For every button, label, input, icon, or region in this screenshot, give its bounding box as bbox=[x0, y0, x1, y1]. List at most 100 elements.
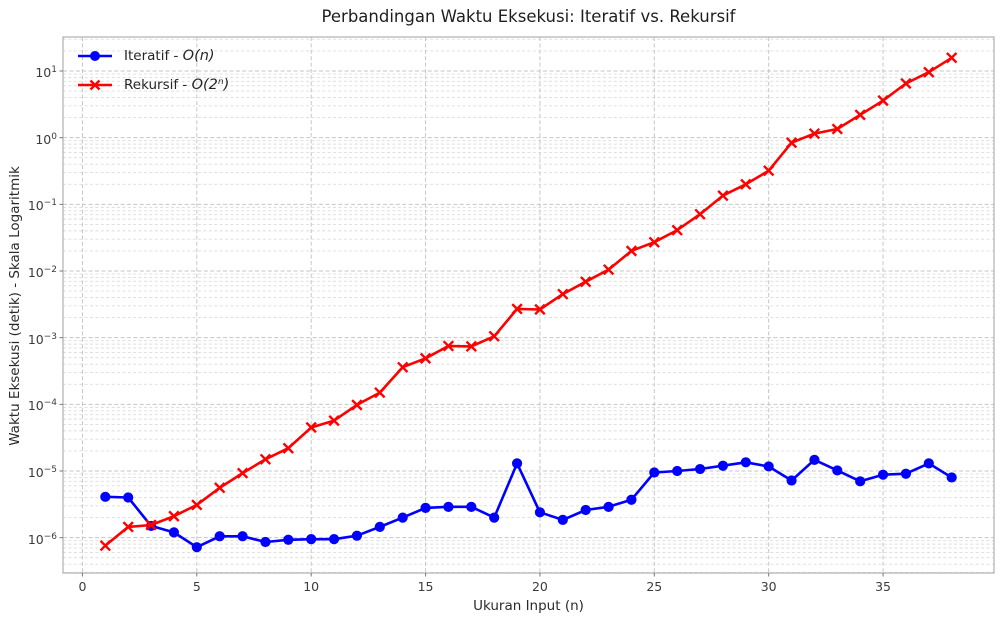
marker-x bbox=[442, 340, 455, 352]
marker-circle bbox=[306, 534, 317, 545]
marker-x bbox=[191, 499, 203, 511]
y-tick-label-4: 10−3 bbox=[27, 331, 57, 347]
marker-circle bbox=[580, 504, 591, 516]
marker-circle bbox=[786, 475, 797, 486]
legend-label-rekursif: Rekursif - O(2ⁿ) bbox=[124, 77, 230, 93]
marker-x bbox=[648, 236, 660, 248]
axes-frame bbox=[62, 36, 995, 574]
marker-x bbox=[717, 189, 729, 202]
y-tick-label-7: 10−6 bbox=[27, 531, 57, 547]
chart-title: Perbandingan Waktu Eksekusi: Iteratif vs… bbox=[321, 7, 736, 26]
marker-circle bbox=[877, 469, 889, 480]
marker-circle bbox=[420, 502, 431, 513]
marker-x bbox=[328, 414, 340, 427]
marker-x bbox=[625, 245, 638, 257]
legend-label-iteratif: Iteratif - O(n) bbox=[124, 48, 215, 64]
legend: Iteratif - O(n) Rekursif - O(2ⁿ) bbox=[77, 45, 229, 96]
marker-x bbox=[214, 482, 226, 494]
marker-x bbox=[763, 165, 775, 177]
marker-circle bbox=[534, 507, 546, 518]
marker-x bbox=[259, 453, 272, 465]
marker-circle bbox=[237, 531, 248, 542]
marker-circle bbox=[123, 492, 134, 503]
marker-x bbox=[580, 276, 592, 288]
marker-circle bbox=[168, 527, 180, 538]
marker-x bbox=[602, 263, 615, 276]
marker-circle bbox=[740, 457, 751, 468]
marker-circle bbox=[694, 463, 706, 475]
x-tick-label-0: 0 bbox=[78, 579, 87, 594]
series-line-rekursif bbox=[104, 56, 953, 547]
x-tick-label-3: 15 bbox=[417, 579, 434, 594]
marker-circle bbox=[855, 476, 866, 487]
marker-x bbox=[465, 340, 477, 353]
y-tick-label-1: 100 bbox=[35, 131, 57, 147]
marker-x bbox=[122, 521, 134, 533]
marker-circle bbox=[946, 472, 957, 483]
marker-circle bbox=[717, 460, 729, 471]
marker-circle bbox=[900, 468, 912, 479]
marker-circle bbox=[603, 501, 614, 512]
marker-circle bbox=[351, 530, 363, 541]
marker-circle bbox=[809, 454, 820, 465]
marker-x bbox=[511, 303, 523, 315]
x-tick-label-7: 35 bbox=[875, 579, 891, 594]
marker-x bbox=[374, 386, 386, 399]
legend-item-rekursif: Rekursif - O(2ⁿ) bbox=[77, 74, 229, 96]
series-line-iteratif bbox=[104, 458, 953, 549]
marker-circle bbox=[672, 465, 683, 477]
marker-x bbox=[694, 208, 706, 220]
marker-circle bbox=[397, 512, 408, 523]
marker-circle bbox=[763, 461, 774, 472]
legend-line-x-icon bbox=[78, 79, 112, 91]
marker-x bbox=[99, 539, 111, 552]
marker-x bbox=[785, 137, 798, 149]
marker-x bbox=[534, 303, 546, 316]
marker-circle bbox=[649, 467, 660, 478]
x-axis-label: Ukuran Input (n) bbox=[473, 598, 584, 614]
marker-x bbox=[419, 352, 432, 364]
marker-circle bbox=[100, 491, 111, 502]
x-tick-label-1: 5 bbox=[192, 579, 201, 594]
marker-x bbox=[671, 224, 683, 236]
marker-circle bbox=[260, 536, 271, 548]
x-tick-label-6: 30 bbox=[760, 579, 777, 594]
marker-circle bbox=[191, 542, 202, 553]
x-tick-label-5: 25 bbox=[646, 579, 663, 594]
marker-x bbox=[854, 109, 866, 121]
marker-circle bbox=[626, 494, 637, 505]
marker-circle bbox=[443, 501, 454, 512]
marker-x bbox=[488, 330, 500, 342]
legend-line-circle-icon bbox=[78, 51, 112, 61]
marker-circle bbox=[466, 501, 477, 512]
marker-x bbox=[740, 178, 752, 190]
marker-circle bbox=[923, 458, 934, 469]
marker-circle bbox=[283, 534, 294, 545]
marker-x bbox=[900, 77, 912, 90]
marker-circle bbox=[511, 458, 523, 469]
x-tick-label-2: 10 bbox=[303, 579, 320, 594]
marker-x bbox=[946, 52, 958, 64]
marker-circle bbox=[214, 531, 225, 542]
marker-x bbox=[168, 510, 180, 522]
y-tick-label-5: 10−4 bbox=[27, 398, 57, 414]
marker-x bbox=[236, 467, 249, 479]
marker-x bbox=[923, 66, 935, 78]
marker-x bbox=[397, 361, 409, 373]
marker-circle bbox=[832, 465, 843, 476]
y-tick-label-2: 10−1 bbox=[27, 198, 57, 214]
marker-circle bbox=[328, 534, 340, 545]
x-tick-label-4: 20 bbox=[531, 579, 548, 594]
marker-x bbox=[145, 519, 157, 531]
marker-x bbox=[305, 421, 317, 434]
y-tick-label-6: 10−5 bbox=[27, 465, 57, 481]
marker-x bbox=[877, 94, 889, 107]
legend-item-iteratif: Iteratif - O(n) bbox=[77, 45, 229, 67]
marker-x bbox=[557, 288, 569, 300]
marker-circle bbox=[489, 512, 500, 523]
marker-x bbox=[831, 123, 843, 135]
y-tick-label-0: 101 bbox=[35, 65, 57, 81]
marker-x bbox=[351, 399, 363, 411]
